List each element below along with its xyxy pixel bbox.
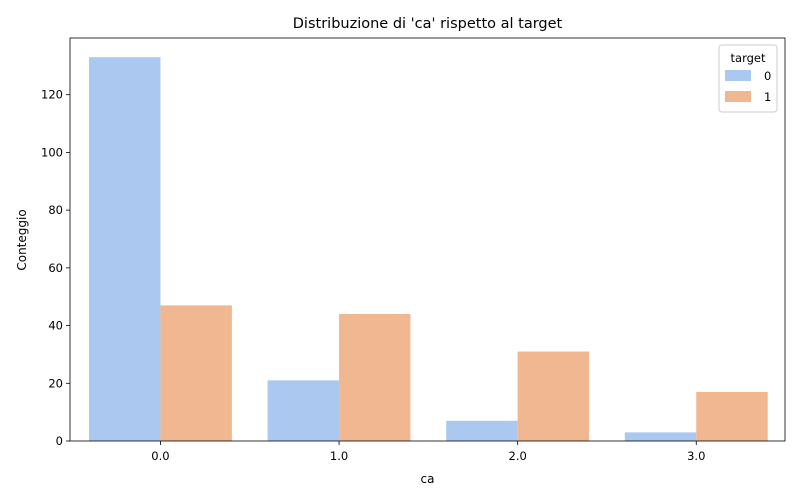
y-tick-label: 60 xyxy=(48,261,63,275)
legend-swatch-1 xyxy=(725,91,751,102)
bars-group xyxy=(89,57,768,441)
x-axis-label: ca xyxy=(421,472,435,486)
bar-series-1-2.0 xyxy=(517,351,590,441)
bar-series-1-0.0 xyxy=(160,305,232,441)
x-tick-label: 2.0 xyxy=(509,449,527,463)
x-axis: 0.0 1.0 2.0 3.0 xyxy=(151,441,705,463)
legend-label-0: 0 xyxy=(764,69,771,83)
bar-series-0-2.0 xyxy=(446,420,518,441)
y-tick-label: 40 xyxy=(48,319,63,333)
bar-series-0-0.0 xyxy=(89,57,161,441)
legend-title: target xyxy=(731,51,766,65)
chart-title: Distribuzione di 'ca' rispetto al target xyxy=(293,16,563,32)
y-tick-label: 80 xyxy=(48,203,63,217)
plot-frame xyxy=(69,37,786,442)
y-tick-label: 20 xyxy=(48,376,63,390)
legend: target 0 1 xyxy=(718,44,778,113)
x-tick-label: 0.0 xyxy=(151,449,169,463)
y-tick-label: 0 xyxy=(56,434,63,448)
x-tick-label: 3.0 xyxy=(687,449,705,463)
y-axis-label: Conteggio xyxy=(15,209,29,270)
bar-series-1-3.0 xyxy=(696,391,768,441)
bar-series-0-3.0 xyxy=(624,432,697,441)
y-tick-label: 120 xyxy=(41,88,63,102)
legend-label-1: 1 xyxy=(764,90,771,104)
y-axis: 0 20 40 60 80 100 120 xyxy=(41,88,70,448)
bar-series-1-1.0 xyxy=(339,314,411,441)
legend-swatch-0 xyxy=(725,70,751,81)
bar-series-0-1.0 xyxy=(267,380,340,441)
y-tick-label: 100 xyxy=(41,145,63,159)
x-tick-label: 1.0 xyxy=(330,449,348,463)
